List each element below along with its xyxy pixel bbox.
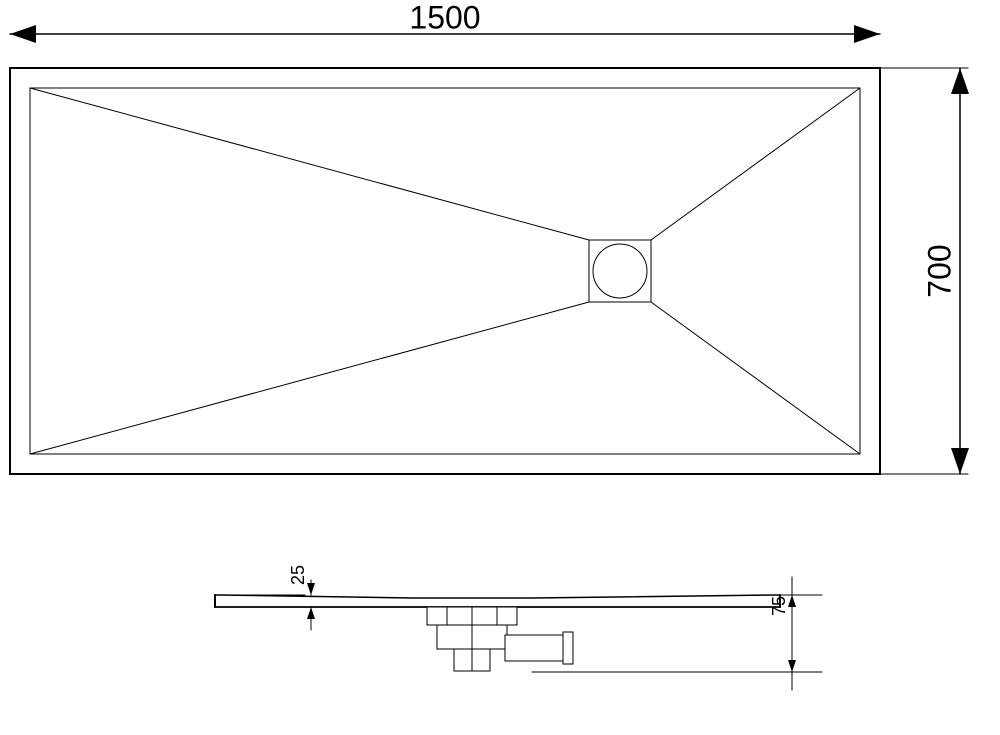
tray-outer-rect	[10, 68, 880, 474]
dimensions: 1500 700 25 75	[10, 0, 969, 690]
section-plate	[215, 595, 780, 607]
drain-circle	[593, 244, 647, 298]
section-view	[215, 595, 780, 671]
tray-inner-rect	[30, 88, 860, 454]
top-view	[10, 68, 880, 474]
section-outlet-pipe	[505, 635, 563, 661]
dim-width-label: 1500	[409, 0, 480, 35]
dim-height-label: 700	[921, 244, 957, 297]
technical-drawing: 1500 700 25 75	[0, 0, 1000, 735]
dim-75-label: 75	[769, 596, 789, 616]
dim-25-label: 25	[288, 565, 308, 585]
